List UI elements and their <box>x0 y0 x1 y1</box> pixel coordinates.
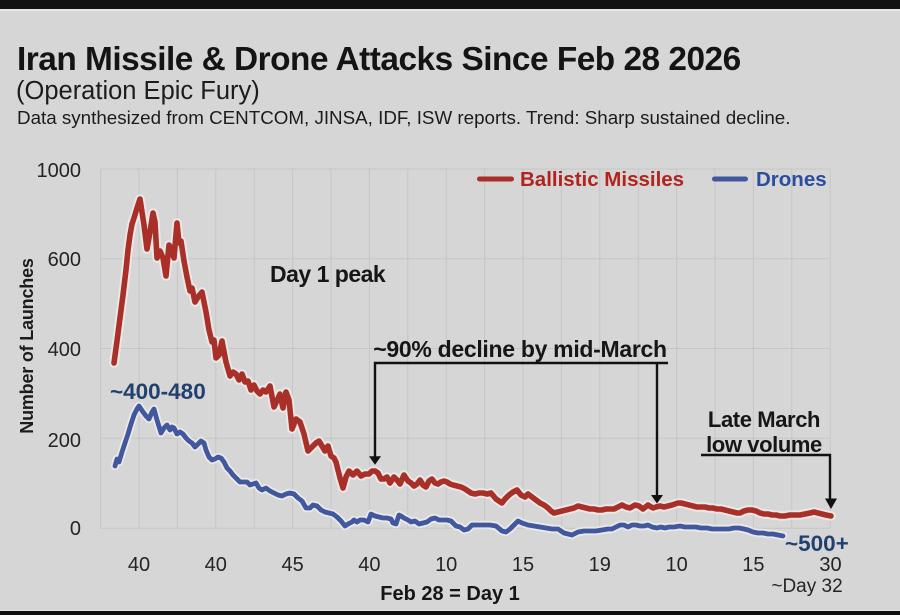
svg-text:200: 200 <box>48 430 81 452</box>
svg-text:Day 1 peak: Day 1 peak <box>270 261 386 287</box>
svg-text:10: 10 <box>435 554 457 576</box>
svg-text:low volume: low volume <box>706 432 822 457</box>
svg-text:0: 0 <box>70 518 81 540</box>
svg-text:~400-480: ~400-480 <box>110 379 206 404</box>
svg-text:19: 19 <box>589 554 611 576</box>
svg-text:Drones: Drones <box>756 168 827 191</box>
svg-text:~500+: ~500+ <box>785 531 849 556</box>
svg-text:40: 40 <box>358 554 380 576</box>
svg-text:~Day 32: ~Day 32 <box>771 576 842 597</box>
svg-text:30: 30 <box>819 554 841 576</box>
svg-text:45: 45 <box>281 554 303 576</box>
svg-text:40: 40 <box>205 554 227 576</box>
svg-text:10: 10 <box>665 554 687 576</box>
svg-text:15: 15 <box>512 554 534 576</box>
svg-text:600: 600 <box>48 249 81 271</box>
svg-text:400: 400 <box>48 339 81 361</box>
svg-text:Late March: Late March <box>708 407 820 432</box>
svg-text:1000: 1000 <box>37 160 82 182</box>
svg-text:40: 40 <box>128 554 150 576</box>
svg-text:Number of Launches: Number of Launches <box>17 258 37 434</box>
svg-text:Iran Missile & Drone Attacks S: Iran Missile & Drone Attacks Since Feb 2… <box>17 41 741 78</box>
svg-text:~90% decline by mid-March: ~90% decline by mid-March <box>373 336 667 362</box>
svg-text:Ballistic Missiles: Ballistic Missiles <box>520 168 684 191</box>
svg-text:(Operation Epic Fury): (Operation Epic Fury) <box>16 77 260 105</box>
svg-text:15: 15 <box>742 554 764 576</box>
svg-text:Data synthesized from CENTCOM,: Data synthesized from CENTCOM, JINSA, ID… <box>17 107 790 128</box>
svg-text:Feb 28 = Day 1: Feb 28 = Day 1 <box>380 583 520 605</box>
